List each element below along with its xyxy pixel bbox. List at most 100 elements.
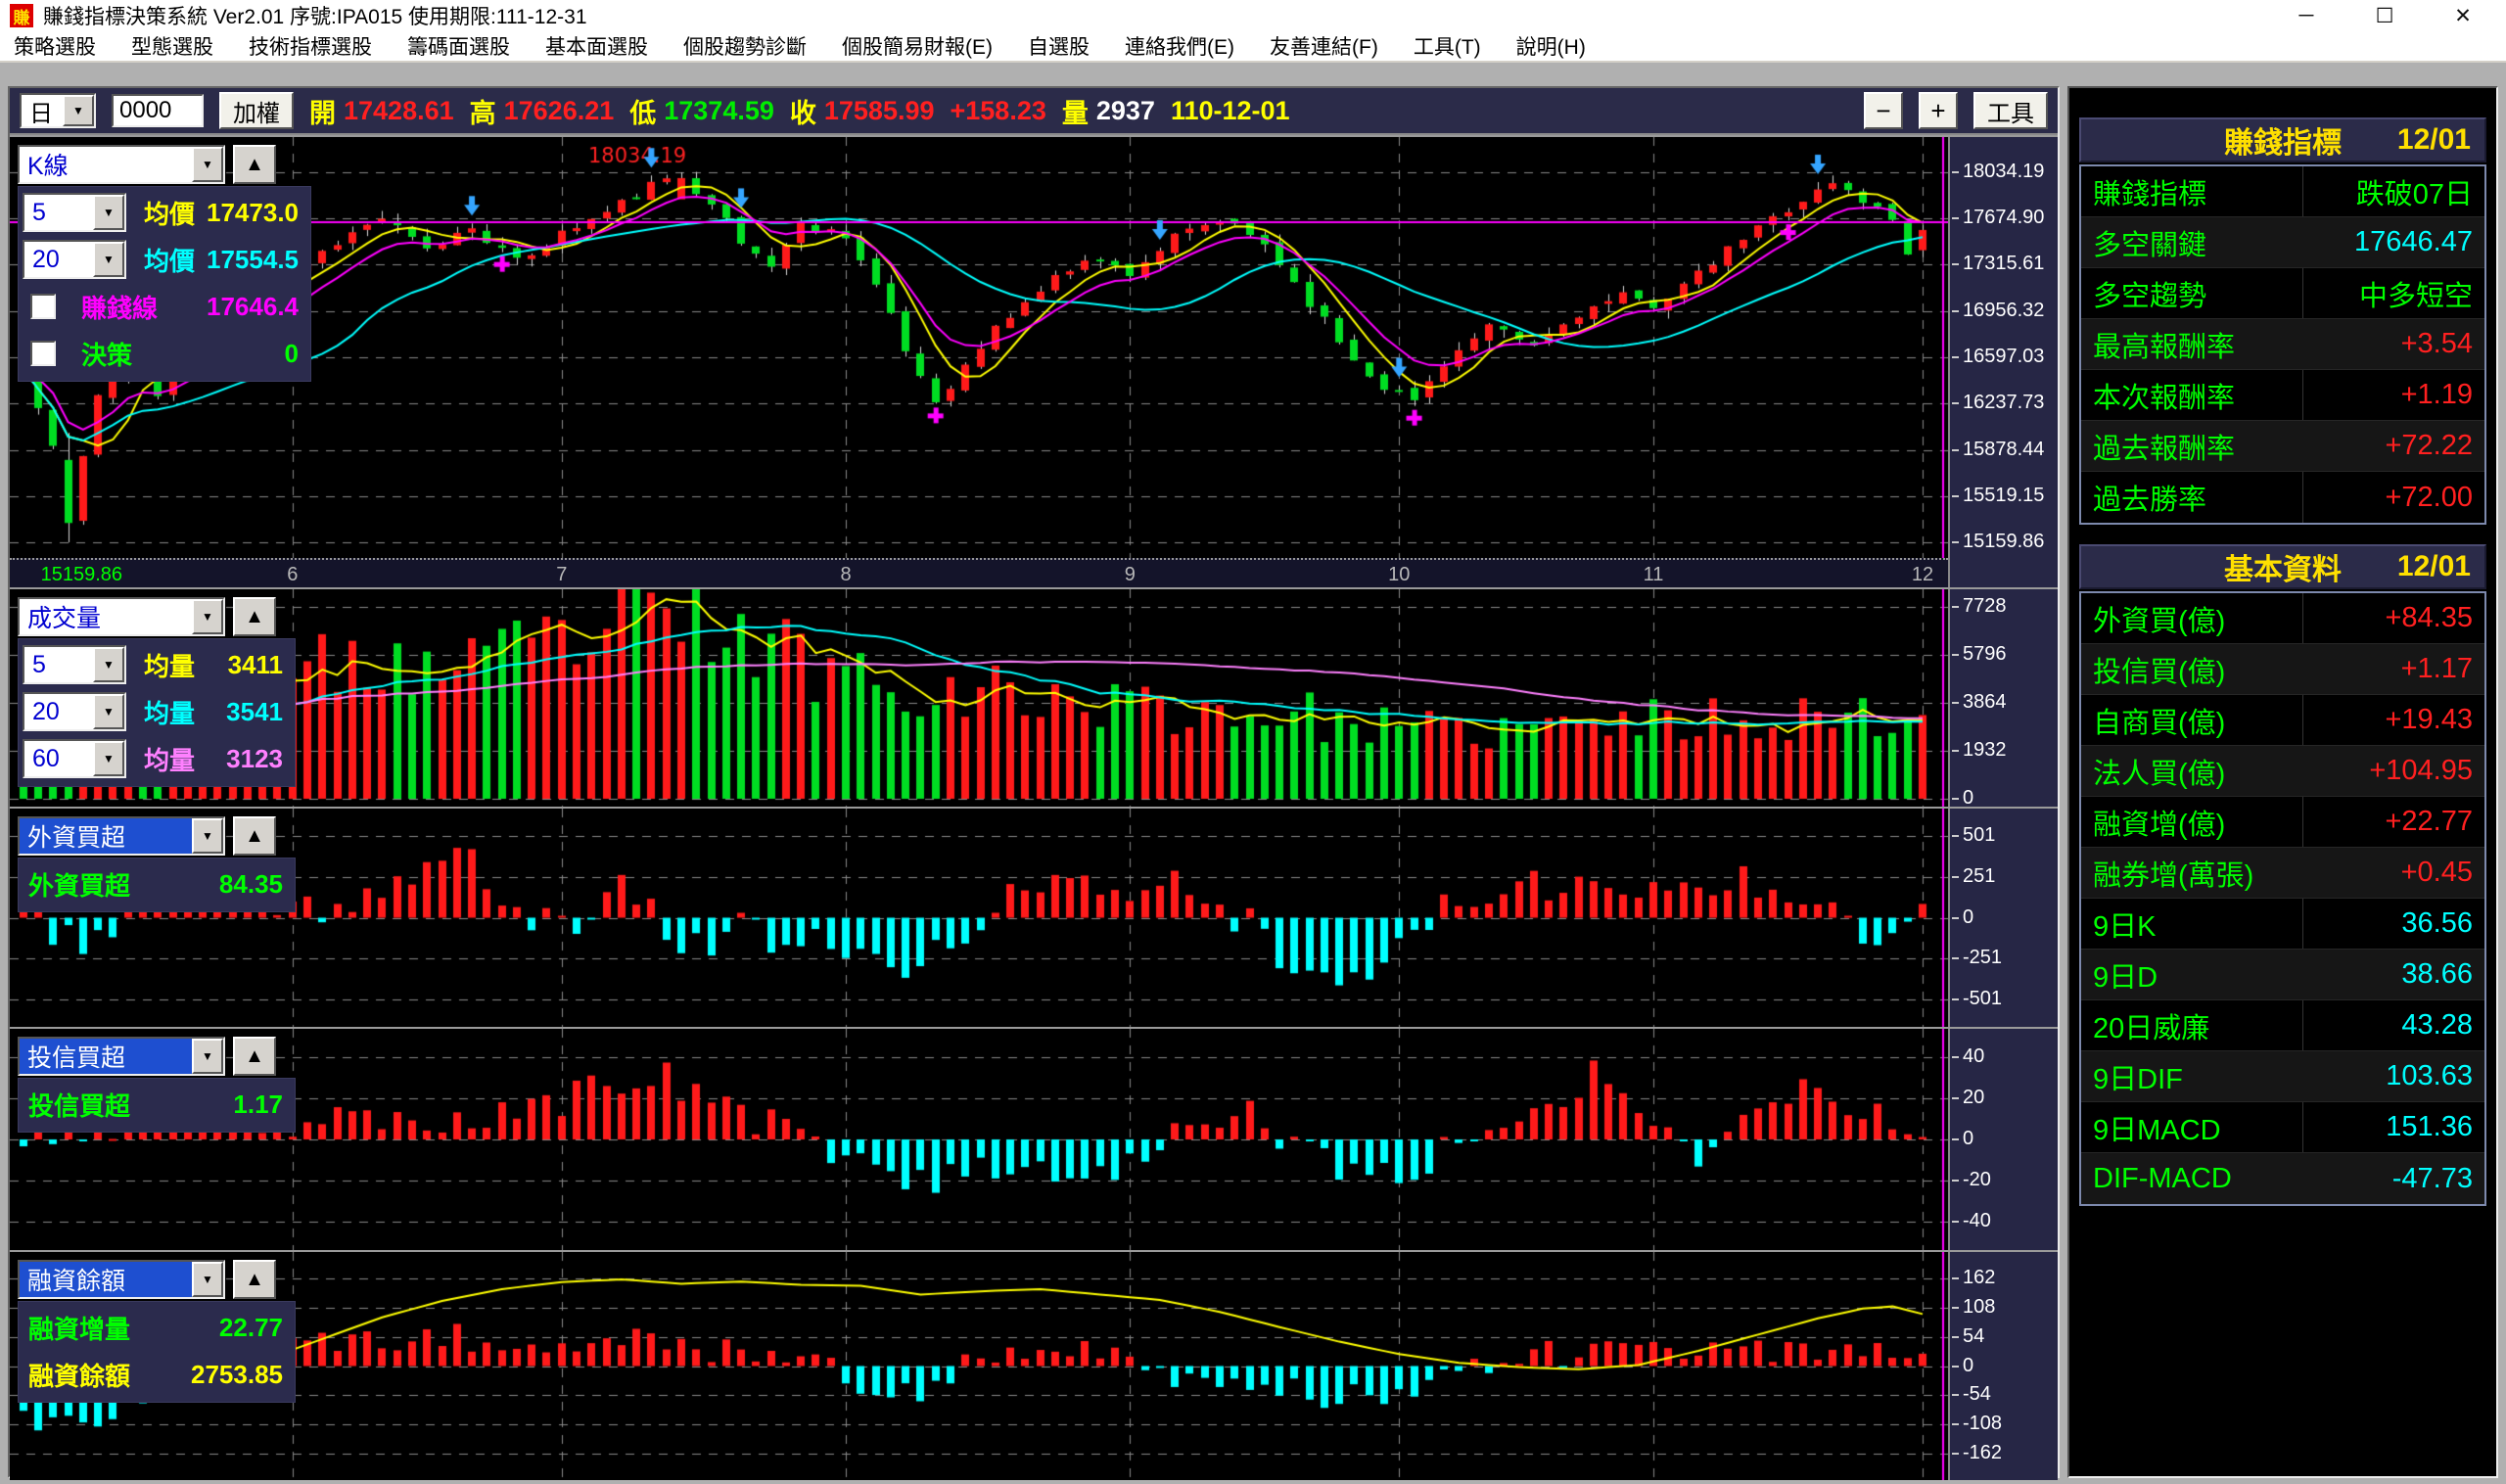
- menu-item-12[interactable]: 說明(H): [1515, 36, 1586, 59]
- chevron-down-icon[interactable]: ▼: [93, 242, 124, 277]
- row-value: +1.19: [2400, 379, 2473, 410]
- margin-y-axis: 162 108 54 0 -54 -108 -162: [1948, 1252, 2058, 1480]
- main-chart-plot[interactable]: K線 ▼ ▲ 5 ▼ 均價 17473.0 20 ▼ 均價 17554.5 賺錢線 17646.4 決策 0: [10, 137, 1948, 558]
- chevron-down-icon[interactable]: ▼: [93, 694, 124, 729]
- close-label: 收: [789, 98, 816, 128]
- right-panel: 賺錢指標 12/01 賺錢指標 跌破07日 多空關鍵 17646.47 多空趨勢 中多短空 最高…: [2067, 86, 2498, 1478]
- foreign-buy-plot[interactable]: 外資買超 ▼ ▲ 外資買超 84.35: [10, 809, 1948, 1027]
- signal-toggle-button[interactable]: ▲: [233, 1260, 276, 1299]
- signal-toggle-button[interactable]: ▲: [233, 597, 276, 636]
- main-period-select[interactable]: 5 ▼: [23, 193, 126, 232]
- y-axis-tick-label: 18034.19: [1963, 161, 2045, 182]
- close-button[interactable]: ✕: [2454, 4, 2472, 27]
- trust-indicator-overlay: 投信買超 ▼ ▲ 投信買超 1.17: [18, 1037, 296, 1133]
- tick-mark: [1952, 1138, 1959, 1140]
- trust-buy-plot[interactable]: 投信買超 ▼ ▲ 投信買超 1.17: [10, 1029, 1948, 1250]
- tick-mark: [1952, 653, 1959, 656]
- chevron-down-icon[interactable]: ▼: [93, 195, 124, 230]
- tick-mark: [1952, 916, 1959, 919]
- y-axis-tick-label: 17674.90: [1963, 207, 2045, 229]
- tick-mark: [1952, 957, 1959, 960]
- menu-item-3[interactable]: 技術指標選股: [249, 36, 372, 59]
- open-value: 17428.61: [344, 95, 454, 125]
- y-axis-tick-label: -251: [1963, 947, 2003, 969]
- for-indicator-select[interactable]: 外資買超 ▼: [18, 816, 225, 856]
- tick-mark: [1952, 875, 1959, 878]
- section-header: 賺錢指標 12/01: [2079, 117, 2486, 162]
- index-button[interactable]: 加權: [219, 92, 294, 129]
- y-axis-tick-label: 17315.61: [1963, 253, 2045, 275]
- row-value: +0.45: [2400, 857, 2473, 888]
- chevron-down-icon[interactable]: ▼: [192, 1262, 223, 1297]
- zoom-in-button[interactable]: +: [1919, 92, 1958, 129]
- open-label: 開: [309, 98, 336, 128]
- checkbox[interactable]: [30, 341, 56, 366]
- maximize-button[interactable]: ☐: [2375, 4, 2394, 27]
- row-value: 17646.47: [2354, 226, 2473, 257]
- indicator-value: 84.35: [218, 868, 283, 899]
- row-value: +84.35: [2385, 602, 2473, 633]
- mar-indicator-select[interactable]: 融資餘額 ▼: [18, 1260, 225, 1299]
- tick-mark: [1952, 749, 1959, 752]
- menu-item-5[interactable]: 基本面選股: [545, 36, 648, 59]
- y-axis-tick-label: 0: [1963, 905, 1974, 928]
- menu-item-4[interactable]: 籌碼面選股: [407, 36, 510, 59]
- checkbox[interactable]: [30, 294, 56, 319]
- main-indicator-select[interactable]: K線 ▼: [18, 145, 225, 184]
- tick-mark: [1952, 1423, 1959, 1426]
- foreign-buy-panel: 外資買超 ▼ ▲ 外資買超 84.35 501 251 0 -251 -501: [10, 807, 2058, 1027]
- main-period-select[interactable]: 20 ▼: [23, 240, 126, 279]
- indicator-label: 均量: [144, 651, 196, 681]
- chevron-down-icon[interactable]: ▼: [192, 818, 223, 854]
- row-label: 9日D: [2093, 961, 2158, 994]
- y-axis-tick-label: 15878.44: [1963, 438, 2045, 460]
- menu-item-10[interactable]: 友善連結(F): [1270, 36, 1378, 59]
- chevron-down-icon[interactable]: ▼: [93, 647, 124, 682]
- indicator-name: K線: [27, 153, 69, 180]
- low-value: 17374.59: [664, 95, 774, 125]
- minimize-button[interactable]: ─: [2298, 3, 2314, 26]
- vol-indicator-select[interactable]: 成交量 ▼: [18, 597, 225, 636]
- menu-item-8[interactable]: 自選股: [1028, 36, 1090, 59]
- data-row: 融資增(億) +22.77: [2081, 797, 2484, 848]
- section-header: 基本資料 12/01: [2079, 544, 2486, 589]
- title-bar: 賺 賺錢指標決策系統 Ver2.01 序號:IPA015 使用期限:111-12…: [0, 0, 2506, 31]
- period-select[interactable]: 日 ▼: [20, 93, 96, 128]
- symbol-input[interactable]: [112, 94, 204, 127]
- menu-item-11[interactable]: 工具(T): [1413, 36, 1481, 59]
- data-row: 多空關鍵 17646.47: [2081, 217, 2484, 268]
- zoom-out-button[interactable]: −: [1864, 92, 1903, 129]
- tru-indicator-select[interactable]: 投信買超 ▼: [18, 1037, 225, 1076]
- y-axis-tick-label: 15519.15: [1963, 484, 2045, 506]
- vol-period-select[interactable]: 60 ▼: [23, 739, 126, 778]
- main-indicator-overlay: K線 ▼ ▲ 5 ▼ 均價 17473.0 20 ▼ 均價 17554.5 賺錢線 17646.4 決策 0: [18, 145, 311, 382]
- chevron-down-icon[interactable]: ▼: [192, 1039, 223, 1074]
- vol-period-select[interactable]: 20 ▼: [23, 692, 126, 731]
- tools-button[interactable]: 工具: [1973, 92, 2048, 129]
- menu-item-6[interactable]: 個股趨勢診斷: [683, 36, 807, 59]
- menu-item-2[interactable]: 型態選股: [131, 36, 213, 59]
- vol-period-select[interactable]: 5 ▼: [23, 645, 126, 684]
- chevron-down-icon[interactable]: ▼: [63, 95, 94, 126]
- main-y-axis: 18034.19 17674.90 17315.61 16956.32 16597.03…: [1948, 137, 2058, 587]
- chevron-down-icon[interactable]: ▼: [192, 147, 223, 182]
- signal-toggle-button[interactable]: ▲: [233, 145, 276, 184]
- row-label: 9日DIF: [2093, 1063, 2183, 1095]
- menu-item-1[interactable]: 策略選股: [14, 36, 96, 59]
- trust-buy-panel: 投信買超 ▼ ▲ 投信買超 1.17 40 20 0 -20 -40: [10, 1027, 2058, 1250]
- row-label: 投信買(億): [2093, 656, 2226, 688]
- signal-toggle-button[interactable]: ▲: [233, 816, 276, 856]
- menu-item-7[interactable]: 個股簡易財報(E): [842, 36, 993, 59]
- signal-toggle-button[interactable]: ▲: [233, 1037, 276, 1076]
- volume-plot[interactable]: 成交量 ▼ ▲ 5 ▼ 均量 3411 20 ▼ 均量 3541 60 ▼ 均量 3123: [10, 589, 1948, 807]
- chevron-down-icon[interactable]: ▼: [192, 599, 223, 634]
- chevron-down-icon[interactable]: ▼: [93, 741, 124, 776]
- margin-balance-plot[interactable]: 融資餘額 ▼ ▲ 融資增量 22.77 融資餘額 2753.85: [10, 1252, 1948, 1480]
- tick-mark: [1952, 1394, 1959, 1397]
- indicator-name: 投信買超: [20, 1039, 192, 1074]
- tick-mark: [1952, 494, 1959, 497]
- y-axis-tick-label: 1932: [1963, 738, 2007, 761]
- row-label: 9日K: [2081, 899, 2303, 949]
- indicator-label: 均價: [144, 199, 196, 229]
- menu-item-9[interactable]: 連絡我們(E): [1125, 36, 1234, 59]
